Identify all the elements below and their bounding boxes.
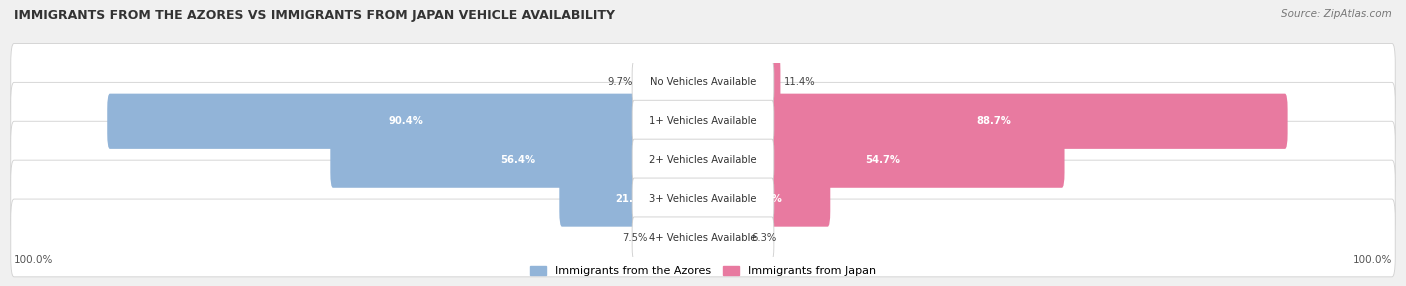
Text: 1+ Vehicles Available: 1+ Vehicles Available: [650, 116, 756, 126]
FancyBboxPatch shape: [633, 61, 773, 103]
FancyBboxPatch shape: [633, 100, 773, 142]
FancyBboxPatch shape: [700, 210, 747, 266]
FancyBboxPatch shape: [11, 82, 1395, 160]
Text: 2+ Vehicles Available: 2+ Vehicles Available: [650, 155, 756, 165]
Text: 9.7%: 9.7%: [607, 78, 633, 87]
FancyBboxPatch shape: [330, 132, 706, 188]
Text: 54.7%: 54.7%: [865, 155, 900, 165]
FancyBboxPatch shape: [700, 171, 831, 227]
Text: 21.5%: 21.5%: [614, 194, 650, 204]
Legend: Immigrants from the Azores, Immigrants from Japan: Immigrants from the Azores, Immigrants f…: [526, 261, 880, 281]
FancyBboxPatch shape: [633, 217, 773, 259]
Text: 100.0%: 100.0%: [1353, 255, 1392, 265]
FancyBboxPatch shape: [651, 210, 706, 266]
Text: 11.4%: 11.4%: [785, 78, 815, 87]
Text: No Vehicles Available: No Vehicles Available: [650, 78, 756, 87]
Text: 56.4%: 56.4%: [501, 155, 536, 165]
FancyBboxPatch shape: [107, 94, 706, 149]
Text: 6.3%: 6.3%: [751, 233, 776, 243]
Text: 90.4%: 90.4%: [389, 116, 423, 126]
Text: IMMIGRANTS FROM THE AZORES VS IMMIGRANTS FROM JAPAN VEHICLE AVAILABILITY: IMMIGRANTS FROM THE AZORES VS IMMIGRANTS…: [14, 9, 614, 21]
FancyBboxPatch shape: [11, 160, 1395, 238]
FancyBboxPatch shape: [637, 55, 706, 110]
Text: 7.5%: 7.5%: [621, 233, 647, 243]
FancyBboxPatch shape: [11, 43, 1395, 121]
FancyBboxPatch shape: [633, 139, 773, 181]
FancyBboxPatch shape: [633, 178, 773, 220]
Text: 3+ Vehicles Available: 3+ Vehicles Available: [650, 194, 756, 204]
Text: 19.0%: 19.0%: [748, 194, 783, 204]
FancyBboxPatch shape: [560, 171, 706, 227]
Text: Source: ZipAtlas.com: Source: ZipAtlas.com: [1281, 9, 1392, 19]
FancyBboxPatch shape: [11, 121, 1395, 199]
Text: 100.0%: 100.0%: [14, 255, 53, 265]
Text: 4+ Vehicles Available: 4+ Vehicles Available: [650, 233, 756, 243]
FancyBboxPatch shape: [700, 132, 1064, 188]
FancyBboxPatch shape: [11, 199, 1395, 277]
Text: 88.7%: 88.7%: [977, 116, 1011, 126]
FancyBboxPatch shape: [700, 94, 1288, 149]
FancyBboxPatch shape: [700, 55, 780, 110]
